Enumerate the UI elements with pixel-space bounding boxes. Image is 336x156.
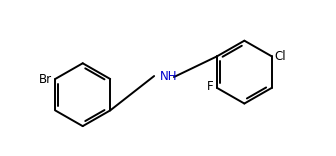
Text: F: F	[207, 80, 214, 93]
Text: NH: NH	[160, 70, 177, 83]
Text: Br: Br	[39, 73, 52, 86]
Text: Cl: Cl	[275, 50, 287, 63]
